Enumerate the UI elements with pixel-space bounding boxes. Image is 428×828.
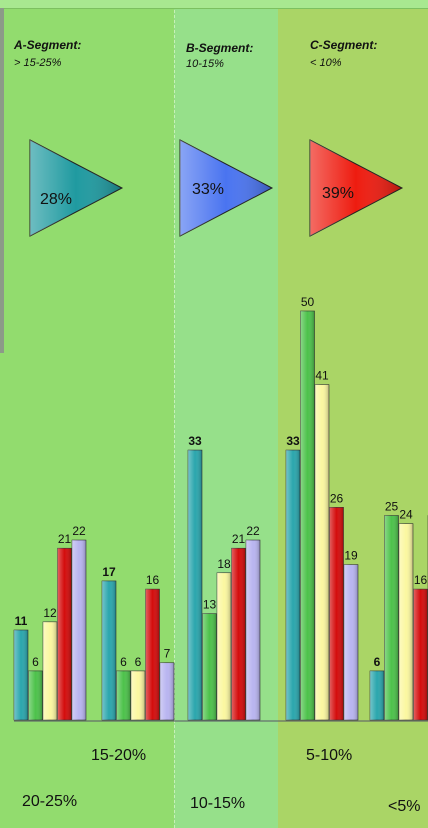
bar-shade-3-4 xyxy=(231,548,246,720)
range-label-15-20: 15-20% xyxy=(91,747,147,764)
bar-value-5-2: 25 xyxy=(385,500,399,514)
bar-value-2-3: 6 xyxy=(135,655,142,669)
bar-shade-2-3 xyxy=(131,670,145,720)
range-label-5-10: 5-10% xyxy=(306,747,353,764)
bar-shade-4-3 xyxy=(315,384,329,720)
bar-shade-2-4 xyxy=(145,589,160,720)
bar-shade-1-5 xyxy=(72,540,86,720)
bar-shade-3-2 xyxy=(202,613,217,720)
bar-shade-2-5 xyxy=(160,662,174,720)
bar-shade-4-4 xyxy=(329,507,344,720)
bar-value-2-1: 17 xyxy=(102,565,116,579)
bar-value-5-3: 24 xyxy=(399,508,413,522)
bar-value-4-5: 19 xyxy=(344,549,358,563)
segment-c-percent: 39% xyxy=(322,185,354,202)
bar-value-1-2: 6 xyxy=(32,655,39,669)
segment-c-title: C-Segment: xyxy=(310,38,378,52)
range-label-20-25: 20-25% xyxy=(22,793,78,810)
bar-shade-2-2 xyxy=(116,670,131,720)
segment-b-arrow: 33% xyxy=(179,139,274,237)
bar-value-3-3: 18 xyxy=(217,557,231,571)
bar-shade-4-5 xyxy=(344,564,358,720)
bar-value-1-3: 12 xyxy=(43,606,57,620)
bar-shade-2-1 xyxy=(102,580,116,720)
segment-c-range: < 10% xyxy=(310,57,342,69)
bar-value-2-2: 6 xyxy=(120,655,127,669)
bar-value-5-1: 6 xyxy=(374,655,381,669)
bar-shade-1-4 xyxy=(57,548,72,720)
bar-shade-1-1 xyxy=(14,630,28,720)
bar-shade-5-1 xyxy=(370,670,384,720)
bar-value-4-2: 50 xyxy=(301,295,315,309)
bar-value-2-4: 16 xyxy=(146,573,160,587)
range-label-under-5: <5% xyxy=(388,798,421,815)
segment-b-title: B-Segment: xyxy=(186,41,254,55)
bar-shade-1-2 xyxy=(28,670,43,720)
bar-shade-4-1 xyxy=(286,450,300,720)
bar-shade-1-3 xyxy=(43,621,57,720)
bar-shade-5-2 xyxy=(384,515,399,720)
segment-a-arrow: 28% xyxy=(29,139,124,237)
segment-b-range: 10-15% xyxy=(186,58,224,70)
bar-shade-4-2 xyxy=(300,311,315,720)
bar-value-5-4: 16 xyxy=(414,573,428,587)
segment-a-range: > 15-25% xyxy=(14,57,62,69)
segment-a-title: A-Segment: xyxy=(14,38,82,52)
segment-c-arrow: 39% xyxy=(309,139,404,237)
bar-value-1-4: 21 xyxy=(58,532,72,546)
bar-value-3-5: 22 xyxy=(246,524,260,538)
bar-value-1-5: 22 xyxy=(72,524,86,538)
bar-shade-5-3 xyxy=(399,523,413,720)
bar-value-3-4: 21 xyxy=(232,532,246,546)
bar-value-3-2: 13 xyxy=(203,598,217,612)
left-edge xyxy=(0,8,4,353)
bar-value-4-3: 41 xyxy=(315,369,329,383)
bar-value-2-5: 7 xyxy=(164,647,171,661)
segment-a-percent: 28% xyxy=(40,191,72,208)
bar-shade-3-3 xyxy=(217,572,231,720)
bar-value-4-1: 33 xyxy=(286,434,300,448)
bar-shade-3-5 xyxy=(246,540,260,720)
bar-shade-5-4 xyxy=(413,589,428,720)
bar-value-4-4: 26 xyxy=(330,491,344,505)
bar-value-3-1: 33 xyxy=(188,434,202,448)
range-label-10-15: 10-15% xyxy=(190,795,246,812)
segment-b-percent: 33% xyxy=(192,181,224,198)
bar-shade-3-1 xyxy=(188,450,202,720)
top-strip xyxy=(0,0,428,9)
bar-value-1-1: 11 xyxy=(15,614,28,628)
